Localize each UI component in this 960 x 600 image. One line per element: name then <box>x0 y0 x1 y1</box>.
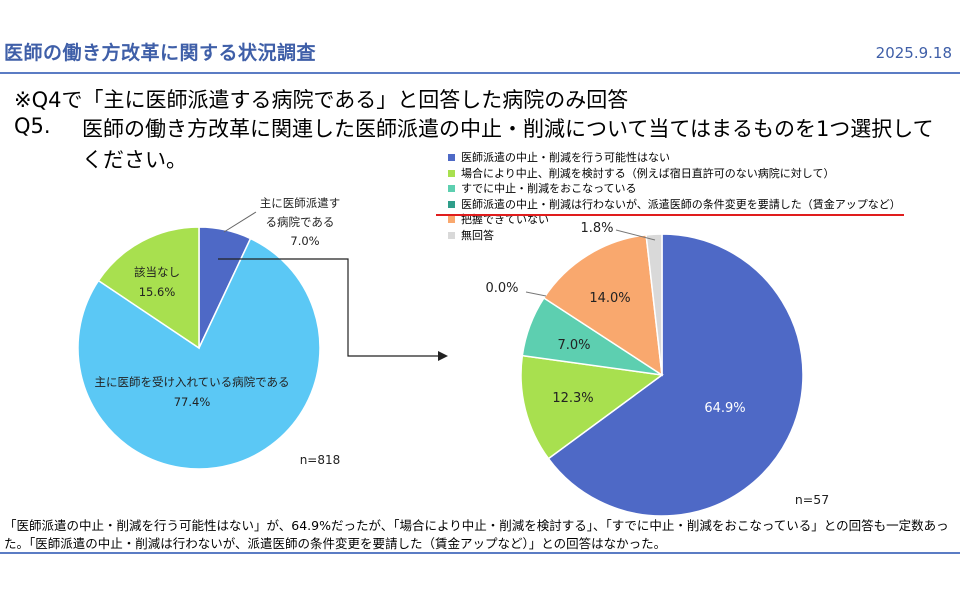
pie1-value-0: 64.9% <box>704 401 745 416</box>
legend-label-1: 場合により中止、削減を検討する（例えば宿日直許可のない病院に対して） <box>461 166 835 180</box>
legend-swatch-4 <box>448 216 455 224</box>
legend-swatch-2 <box>448 185 455 193</box>
legend-item-0: 医師派遣の中止・削減を行う可能性はない <box>448 150 901 166</box>
pie1-slice-1 <box>520 354 664 460</box>
pie0-leader-0 <box>223 211 257 233</box>
pie1-slice-5 <box>645 233 663 376</box>
legend-swatch-1 <box>448 169 455 177</box>
page-title: 医師の働き方改革に関する状況調査 <box>4 42 317 64</box>
pie0-label-0-line2: る病院である <box>266 215 335 229</box>
pie0-label-1: 主に医師を受け入れている病院である <box>94 375 289 389</box>
pie1-value-2: 7.0% <box>557 338 590 353</box>
pie1-n-label: n=57 <box>795 492 829 507</box>
legend-swatch-5 <box>448 231 455 239</box>
pie0-label-2: 該当なし <box>134 265 180 279</box>
legend-label-3: 医師派遣の中止・削減は行わないが、派遣医師の条件変更を要請した（賃金アップなど） <box>461 197 901 211</box>
pie0-value-1: 77.4% <box>174 395 211 409</box>
summary-caption: 「医師派遣の中止・削減を行う可能性はない」が、64.9%だったが、「場合により中… <box>4 518 949 551</box>
legend-swatch-0 <box>448 154 455 162</box>
question-number: Q5. <box>14 114 51 138</box>
legend-label-2: すでに中止・削減をおこなっている <box>461 182 637 195</box>
chart-legend: 医師派遣の中止・削減を行う可能性はない場合により中止、削減を検討する（例えば宿日… <box>448 150 901 243</box>
legend-item-4: 把握できていない <box>448 212 901 228</box>
question-note: ※Q4で「主に医師派遣する病院である」と回答した病院のみ回答 <box>14 88 629 112</box>
pie0-value-2: 15.6% <box>139 285 176 299</box>
pie0-value-0: 7.0% <box>290 234 319 248</box>
legend-item-2: すでに中止・削減をおこなっている <box>448 181 901 197</box>
pie1-leader-5 <box>615 229 656 241</box>
footer-divider <box>0 552 960 554</box>
legend-label-4: 把握できていない <box>461 213 549 226</box>
legend-item-1: 場合により中止、削減を検討する（例えば宿日直許可のない病院に対して） <box>448 166 901 182</box>
report-date: 2025.9.18 <box>875 44 952 62</box>
pie0-n-label: n=818 <box>300 453 341 467</box>
pie1-leader-3 <box>525 291 547 297</box>
pie1-value-3: 0.0% <box>485 281 518 296</box>
pie0-slice-1 <box>77 237 321 470</box>
legend-label-0: 医師派遣の中止・削減を行う可能性はない <box>461 151 670 164</box>
connector-arrowhead <box>438 351 448 361</box>
pie0-label-0-line1: 主に医師派遣す <box>260 196 341 210</box>
pie1-value-1: 12.3% <box>552 391 593 406</box>
legend-label-5: 無回答 <box>461 228 494 242</box>
legend-item-3: 医師派遣の中止・削減は行わないが、派遣医師の条件変更を要請した（賃金アップなど） <box>448 197 901 213</box>
pie1-slice-0 <box>547 233 804 517</box>
legend-item-5: 無回答 <box>448 228 901 244</box>
question-text: 医師の働き方改革に関連した医師派遣の中止・削減について当てはまるものを1つ選択し… <box>82 117 934 172</box>
pie0-slice-2 <box>97 226 200 350</box>
pie1-value-4: 14.0% <box>589 291 630 306</box>
highlight-underline <box>436 214 904 216</box>
connector-line <box>218 258 440 357</box>
legend-swatch-3 <box>448 200 455 208</box>
pie1-value-5: 1.8% <box>580 221 613 236</box>
header-divider <box>0 72 960 74</box>
